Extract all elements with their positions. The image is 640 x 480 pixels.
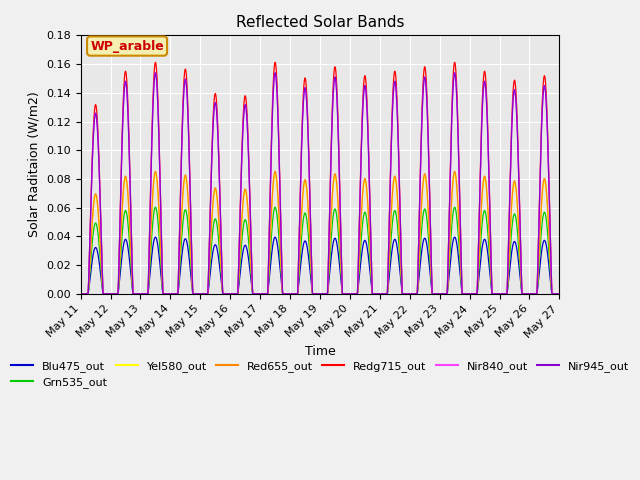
Nir840_out	[152, 70, 159, 76]
Red655_out	[454, 195, 461, 201]
Blu475_out	[454, 247, 461, 252]
Red655_out	[381, 291, 388, 297]
Redg715_out	[152, 60, 159, 65]
Nir840_out	[483, 96, 490, 102]
Yel580_out	[556, 291, 563, 297]
Y-axis label: Solar Raditaion (W/m2): Solar Raditaion (W/m2)	[28, 92, 40, 238]
Yel580_out	[454, 198, 461, 204]
Red655_out	[423, 188, 431, 193]
Grn535_out	[556, 291, 563, 297]
Nir945_out	[556, 291, 563, 297]
Grn535_out	[152, 204, 159, 210]
Grn535_out	[77, 291, 84, 297]
Nir945_out	[483, 96, 490, 102]
Nir945_out	[423, 105, 431, 111]
Line: Yel580_out: Yel580_out	[81, 174, 559, 294]
Redg715_out	[77, 291, 84, 297]
Grn535_out	[483, 215, 490, 220]
Red655_out	[556, 291, 563, 297]
Grn535_out	[381, 291, 388, 297]
Line: Grn535_out: Grn535_out	[81, 207, 559, 294]
Red655_out	[175, 275, 182, 280]
Nir840_out	[77, 291, 84, 297]
Blu475_out	[483, 241, 490, 247]
Red655_out	[550, 291, 558, 297]
Redg715_out	[175, 260, 182, 265]
Blu475_out	[152, 234, 159, 240]
Blu475_out	[550, 291, 558, 297]
Blu475_out	[381, 291, 388, 297]
Nir840_out	[175, 261, 182, 267]
Red655_out	[483, 183, 490, 189]
Yel580_out	[152, 171, 159, 177]
Blu475_out	[423, 243, 431, 249]
Yel580_out	[423, 191, 431, 196]
Yel580_out	[77, 291, 84, 297]
Blu475_out	[556, 291, 563, 297]
Nir840_out	[454, 119, 461, 124]
Legend: Blu475_out, Grn535_out, Yel580_out, Red655_out, Redg715_out, Nir840_out, Nir945_: Blu475_out, Grn535_out, Yel580_out, Red6…	[6, 356, 634, 393]
Redg715_out	[381, 291, 388, 297]
Nir945_out	[175, 261, 182, 267]
Line: Red655_out: Red655_out	[81, 171, 559, 294]
Grn535_out	[550, 291, 558, 297]
Line: Nir840_out: Nir840_out	[81, 73, 559, 294]
Redg715_out	[423, 96, 431, 102]
Nir840_out	[423, 105, 431, 111]
Grn535_out	[454, 223, 461, 229]
Red655_out	[152, 168, 159, 174]
Nir945_out	[77, 291, 84, 297]
Grn535_out	[175, 279, 182, 285]
Redg715_out	[550, 291, 558, 297]
Line: Nir945_out: Nir945_out	[81, 73, 559, 294]
Grn535_out	[423, 218, 431, 224]
Nir945_out	[152, 70, 159, 76]
Nir945_out	[550, 291, 558, 297]
Yel580_out	[483, 185, 490, 191]
Line: Blu475_out: Blu475_out	[81, 237, 559, 294]
Yel580_out	[550, 291, 558, 297]
Nir840_out	[381, 291, 388, 297]
X-axis label: Time: Time	[305, 345, 335, 358]
Nir840_out	[550, 291, 558, 297]
Redg715_out	[483, 86, 490, 92]
Text: WP_arable: WP_arable	[90, 39, 164, 52]
Blu475_out	[77, 291, 84, 297]
Title: Reflected Solar Bands: Reflected Solar Bands	[236, 15, 404, 30]
Redg715_out	[556, 291, 563, 297]
Yel580_out	[381, 291, 388, 297]
Red655_out	[77, 291, 84, 297]
Yel580_out	[175, 275, 182, 281]
Nir840_out	[556, 291, 563, 297]
Line: Redg715_out: Redg715_out	[81, 62, 559, 294]
Redg715_out	[454, 110, 461, 116]
Nir945_out	[454, 119, 461, 124]
Nir945_out	[381, 291, 388, 297]
Blu475_out	[175, 283, 182, 289]
